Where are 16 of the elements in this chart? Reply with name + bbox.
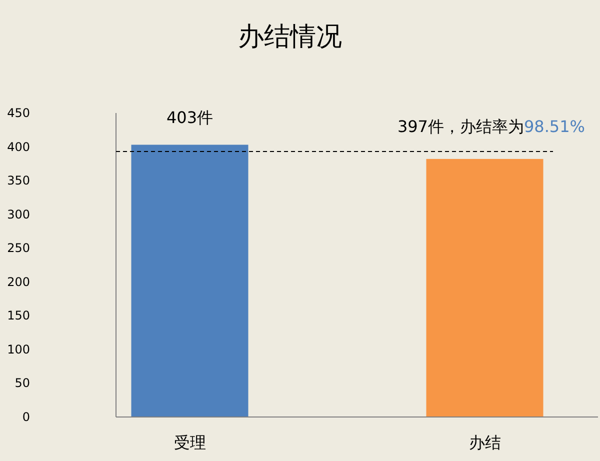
chart-title: 办结情况 <box>238 22 342 52</box>
y-tick-label: 400 <box>7 140 30 154</box>
y-tick-label: 0 <box>22 410 30 424</box>
y-tick-label: 250 <box>7 241 30 256</box>
y-tick-label: 450 <box>7 106 30 120</box>
annotation: 397件，办结率为 <box>397 117 524 136</box>
y-tick-label: 150 <box>7 308 30 323</box>
y-tick-label: 300 <box>7 207 30 222</box>
y-tick-label: 100 <box>7 342 30 356</box>
y-tick-label: 350 <box>7 174 30 188</box>
y-tick-label: 50 <box>14 376 30 390</box>
y-tick-label: 200 <box>7 274 30 289</box>
text: 403件 <box>166 108 214 127</box>
x-tick-label: 受理 <box>174 433 206 452</box>
annotation: 98.51% <box>524 117 585 136</box>
x-tick-label: 办结 <box>468 433 501 452</box>
